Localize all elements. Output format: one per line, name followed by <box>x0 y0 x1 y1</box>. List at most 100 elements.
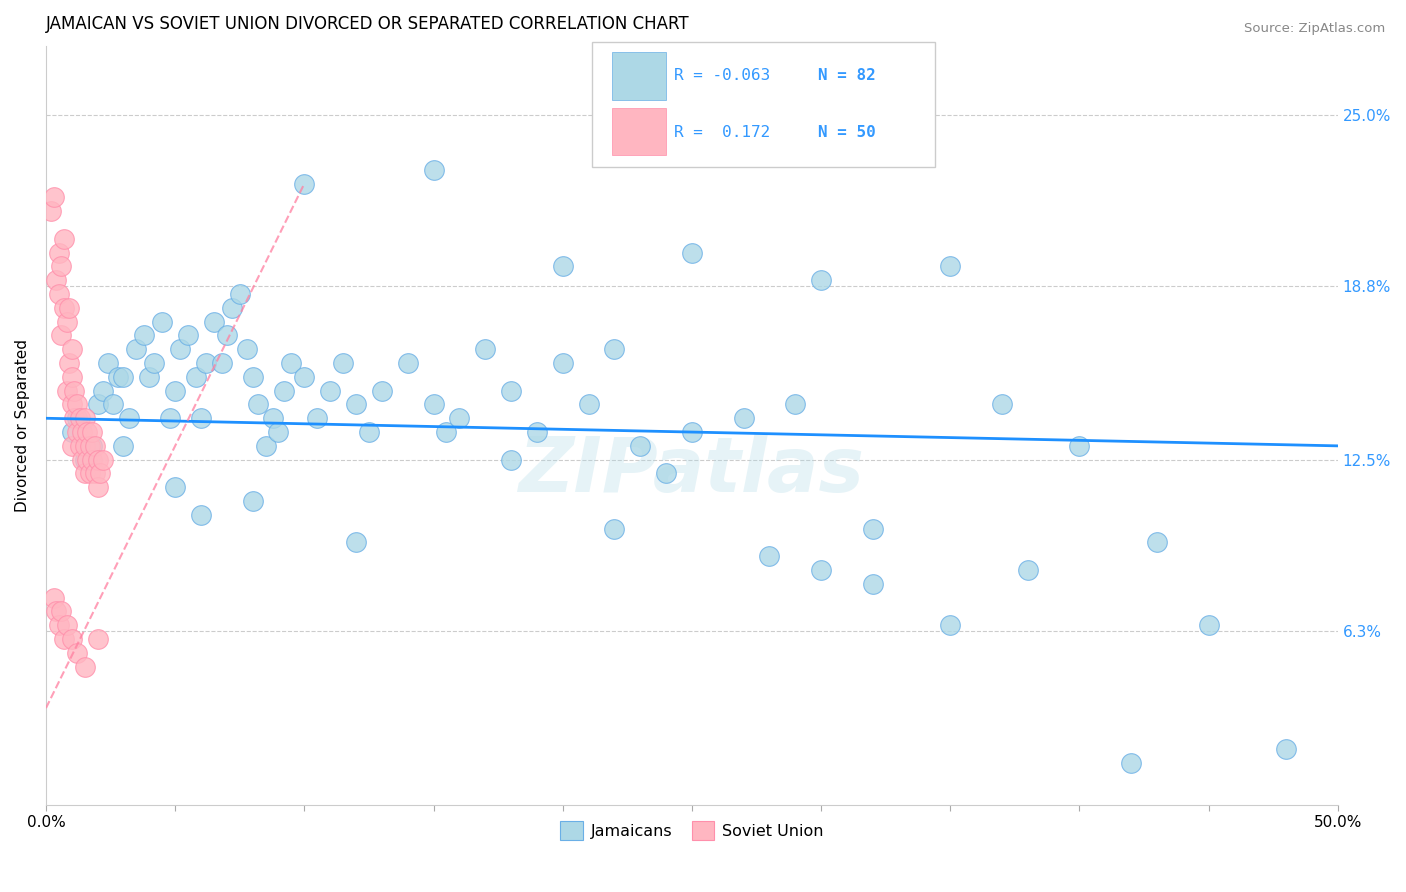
Point <box>862 522 884 536</box>
Point <box>474 343 496 357</box>
Point <box>73 411 96 425</box>
Point <box>862 577 884 591</box>
Point <box>332 356 354 370</box>
Point <box>236 343 259 357</box>
Point <box>53 232 76 246</box>
Point <box>76 452 98 467</box>
Point <box>603 522 626 536</box>
Point <box>246 397 269 411</box>
Point <box>681 425 703 439</box>
Text: N = 50: N = 50 <box>818 125 876 140</box>
Point <box>55 618 77 632</box>
Point <box>267 425 290 439</box>
Point <box>42 591 65 605</box>
Point <box>60 439 83 453</box>
Point <box>86 452 108 467</box>
Point <box>70 452 93 467</box>
Point <box>195 356 218 370</box>
Point <box>578 397 600 411</box>
Point <box>150 315 173 329</box>
FancyBboxPatch shape <box>612 53 666 100</box>
Legend: Jamaicans, Soviet Union: Jamaicans, Soviet Union <box>554 814 830 846</box>
Point <box>89 467 111 481</box>
Point <box>91 384 114 398</box>
Point <box>991 397 1014 411</box>
Point <box>107 369 129 384</box>
Text: N = 82: N = 82 <box>818 68 876 83</box>
Point <box>112 369 135 384</box>
Point <box>63 411 86 425</box>
Point <box>1198 618 1220 632</box>
Point <box>82 425 104 439</box>
Point <box>939 260 962 274</box>
Point <box>292 177 315 191</box>
Point <box>603 343 626 357</box>
Point <box>202 315 225 329</box>
Point <box>55 384 77 398</box>
Point <box>134 328 156 343</box>
Point <box>73 452 96 467</box>
Text: ZIPatlas: ZIPatlas <box>519 434 865 508</box>
Point <box>254 439 277 453</box>
Point <box>436 425 458 439</box>
Point <box>79 439 101 453</box>
Point <box>190 508 212 522</box>
Point <box>117 411 139 425</box>
Point <box>655 467 678 481</box>
Point <box>344 397 367 411</box>
Text: R = -0.063: R = -0.063 <box>673 68 770 83</box>
Text: R =  0.172: R = 0.172 <box>673 125 770 140</box>
Point <box>69 411 91 425</box>
Point <box>371 384 394 398</box>
Point <box>66 397 89 411</box>
Point <box>63 384 86 398</box>
Point <box>422 397 444 411</box>
Point <box>810 273 832 287</box>
Point <box>229 287 252 301</box>
Point <box>449 411 471 425</box>
Point <box>101 397 124 411</box>
Point <box>280 356 302 370</box>
Point <box>60 632 83 646</box>
Point <box>499 384 522 398</box>
Point <box>48 618 70 632</box>
Point <box>758 549 780 564</box>
Point <box>58 301 80 315</box>
Point <box>810 563 832 577</box>
Point <box>273 384 295 398</box>
Point <box>60 369 83 384</box>
Point <box>177 328 200 343</box>
Point <box>143 356 166 370</box>
Point <box>211 356 233 370</box>
Point <box>526 425 548 439</box>
Point <box>45 604 67 618</box>
Point <box>138 369 160 384</box>
Point <box>66 646 89 660</box>
Point <box>91 452 114 467</box>
Point <box>165 480 187 494</box>
Point <box>939 618 962 632</box>
Point <box>307 411 329 425</box>
Point <box>60 343 83 357</box>
Point <box>51 328 73 343</box>
Point <box>53 632 76 646</box>
Point <box>344 535 367 549</box>
Point <box>39 204 62 219</box>
Point <box>73 439 96 453</box>
Point <box>422 162 444 177</box>
Point <box>45 273 67 287</box>
Point <box>262 411 284 425</box>
Point <box>1275 742 1298 756</box>
Point <box>169 343 191 357</box>
Point <box>215 328 238 343</box>
Point <box>112 439 135 453</box>
Point <box>82 439 104 453</box>
Point <box>733 411 755 425</box>
Point <box>73 659 96 673</box>
Point <box>319 384 342 398</box>
Point <box>242 369 264 384</box>
Point <box>86 632 108 646</box>
Point <box>86 397 108 411</box>
Point <box>42 190 65 204</box>
Point <box>396 356 419 370</box>
